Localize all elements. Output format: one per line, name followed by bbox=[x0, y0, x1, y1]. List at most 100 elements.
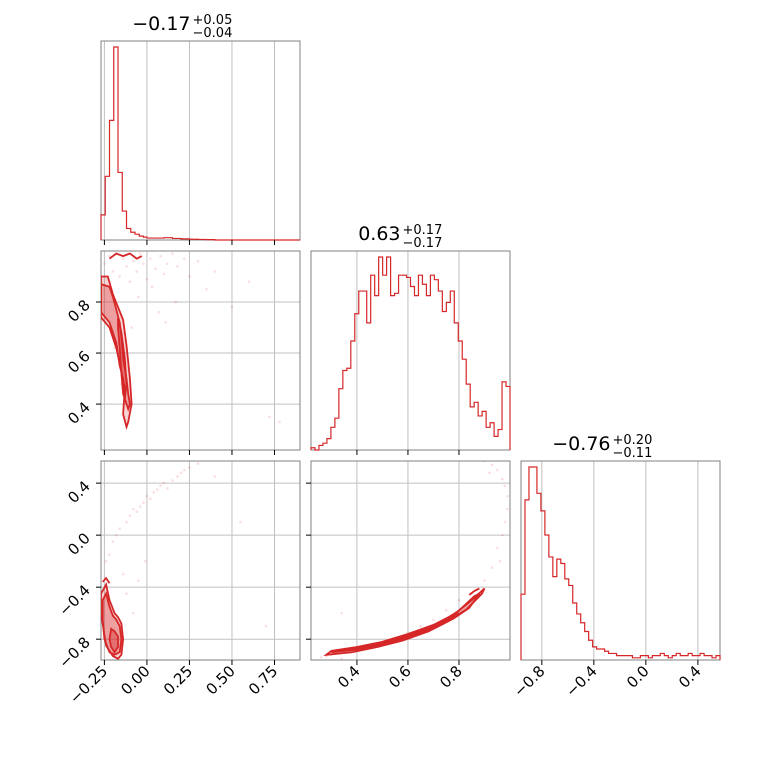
panel-2d-0-sample-point bbox=[125, 265, 128, 268]
panel-2d-2-sample-point bbox=[419, 624, 423, 628]
panel-2d-1-sample-point bbox=[188, 466, 191, 469]
panel-2d-0-sample-point bbox=[278, 420, 281, 424]
panel-2d-1-sample-point bbox=[179, 471, 183, 475]
panel-2d-2-xtick-label-2: 0.8 bbox=[436, 662, 466, 692]
panel-2d-0-ytick-label-1: 0.6 bbox=[64, 347, 94, 377]
panel-2d-1-sample-point bbox=[138, 505, 142, 508]
hist-0-title-lower: −0.04 bbox=[193, 26, 233, 41]
panel-2d-0-plot-area bbox=[101, 252, 281, 431]
panel-2d-2-xtick-label-1: 0.6 bbox=[385, 662, 415, 692]
panel-2d-1-sample-point bbox=[121, 572, 125, 576]
hist-2-xtick-label-3: 0.4 bbox=[675, 662, 705, 692]
panel-2d-1-sample-point bbox=[159, 484, 162, 488]
panel-2d-1-sample-point bbox=[111, 540, 115, 543]
panel-2d-0-sample-point bbox=[213, 270, 217, 273]
panel-2d-1-ytick-label-2: 0.0 bbox=[64, 529, 94, 559]
hist-2-frame bbox=[520, 460, 721, 661]
panel-2d-1-sample-point bbox=[118, 527, 122, 530]
hist-2-title-lower: −0.11 bbox=[613, 446, 653, 461]
panel-2d-2-sample-point bbox=[506, 494, 509, 498]
panel-2d-0-contour-outer bbox=[101, 275, 133, 431]
panel-2d-0-sample-point bbox=[149, 257, 152, 260]
panel-2d-1-sample-point bbox=[152, 490, 156, 494]
panel-2d-1-sample-point bbox=[149, 497, 152, 501]
panel-2d-1-xtick-label-1: 0.00 bbox=[117, 662, 153, 698]
panel-2d-0-sample-point bbox=[268, 415, 271, 419]
panel-2d-2-sample-point bbox=[506, 507, 509, 511]
panel-2d-1-sample-point bbox=[143, 559, 147, 563]
hist-2-title-value: −0.76 bbox=[552, 433, 610, 455]
panel-2d-1-sample-point bbox=[213, 475, 217, 478]
panel-2d-2-sample-point bbox=[498, 559, 502, 563]
hist-1-frame bbox=[310, 250, 511, 451]
panel-2d-2-sample-point bbox=[495, 546, 499, 550]
panel-2d-2-sample-point bbox=[478, 456, 481, 459]
panel-2d-0-sample-point bbox=[188, 275, 191, 278]
panel-2d-0-sample-point bbox=[150, 285, 154, 289]
panel-2d-1-xtick-label-0: −0.25 bbox=[66, 662, 111, 707]
panel-2d-2-sample-point bbox=[463, 456, 466, 459]
panel-2d-1-sample-point bbox=[132, 611, 135, 615]
panel-2d-0-sample-point bbox=[164, 321, 167, 324]
panel-2d-0-sample-point bbox=[183, 257, 186, 260]
panel-2d-0-sample-point bbox=[230, 305, 234, 309]
panel-2d-1-sample-point bbox=[176, 475, 179, 478]
panel-2d-2-sample-point bbox=[432, 618, 435, 621]
panel-2d-0-sample-point bbox=[159, 254, 162, 258]
panel-2d-0-frame bbox=[100, 250, 301, 451]
panel-2d-1-ytick-label-0: −0.8 bbox=[55, 633, 93, 671]
hist-1-bars bbox=[310, 256, 511, 451]
panel-2d-1-sample-point bbox=[239, 520, 242, 524]
panel-2d-2-sample-point bbox=[340, 611, 343, 615]
hist-1-title-upper: +0.17 bbox=[403, 223, 443, 238]
panel-2d-1-plot-area bbox=[101, 462, 268, 660]
hist-2-xtick-label-1: −0.4 bbox=[562, 662, 600, 700]
panel-2d-2-sample-point bbox=[503, 484, 507, 488]
panel-2d-1-ytick-label-1: −0.4 bbox=[55, 581, 93, 619]
panel-2d-2-sample-point bbox=[444, 609, 448, 612]
panel-2d-0-sample-point bbox=[130, 326, 133, 329]
panel-2d-0-sample-point bbox=[138, 252, 142, 255]
panel-2d-2-frame bbox=[310, 460, 511, 661]
hist-0-bars bbox=[100, 46, 300, 241]
hist-2-bars bbox=[520, 466, 721, 660]
panel-2d-0-sample-point bbox=[128, 280, 132, 283]
panel-2d-1-contour-inner bbox=[108, 627, 119, 654]
hist-2-xtick-label-2: 0.0 bbox=[623, 662, 653, 692]
panel-2d-0-sample-point bbox=[118, 275, 122, 278]
panel-2d-1-sample-point bbox=[108, 553, 111, 556]
panel-2d-2-xtick-label-0: 0.4 bbox=[334, 662, 364, 692]
hist-0-title-upper: +0.05 bbox=[193, 13, 233, 28]
panel-2d-1-sample-point bbox=[155, 488, 159, 491]
panel-2d-0-sample-point bbox=[157, 310, 161, 314]
panel-2d-0-sample-point bbox=[111, 270, 115, 273]
panel-2d-0-sample-point bbox=[103, 262, 106, 266]
panel-2d-2-contour-inner bbox=[369, 612, 460, 648]
panel-2d-1-sample-point bbox=[115, 533, 118, 537]
panel-2d-0-sample-point bbox=[142, 262, 145, 266]
panel-2d-2-contour-mid bbox=[331, 592, 481, 654]
panel-2d-0-sample-point bbox=[108, 254, 111, 258]
panel-2d-1-sample-point bbox=[171, 479, 174, 482]
panel-2d-0-sample-point bbox=[205, 287, 208, 291]
panel-2d-1-xtick-label-4: 0.75 bbox=[245, 662, 281, 698]
hist-2-title-upper: +0.20 bbox=[613, 433, 653, 448]
panel-2d-0-sample-point bbox=[176, 265, 179, 268]
panel-2d-2-sample-point bbox=[490, 463, 494, 467]
panel-2d-1-sample-point bbox=[125, 520, 128, 524]
panel-2d-2-sample-point bbox=[501, 477, 504, 481]
panel-2d-1-sample-point bbox=[264, 624, 268, 628]
panel-2d-1-sample-point bbox=[132, 507, 135, 511]
panel-2d-1-ytick-label-3: 0.4 bbox=[64, 477, 94, 507]
panel-2d-1-sample-point bbox=[137, 579, 140, 582]
panel-2d-1-sample-point bbox=[145, 494, 149, 498]
panel-2d-2-plot-area bbox=[319, 456, 509, 660]
hist-2-xtick-label-0: −0.8 bbox=[510, 662, 548, 700]
panel-2d-2-contour-edge bbox=[468, 587, 480, 596]
panel-2d-0-sample-point bbox=[166, 262, 169, 266]
panel-2d-1-sample-point bbox=[104, 559, 108, 563]
panel-2d-1-sample-point bbox=[183, 468, 186, 472]
panel-2d-0-sample-point bbox=[154, 267, 157, 271]
